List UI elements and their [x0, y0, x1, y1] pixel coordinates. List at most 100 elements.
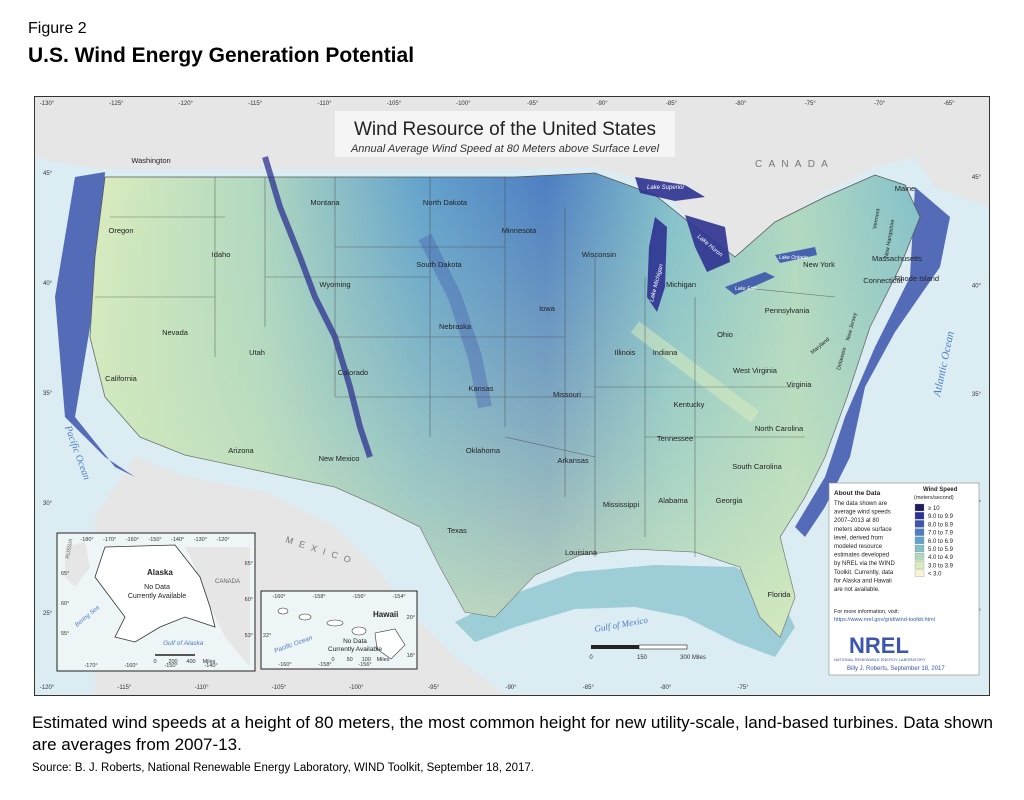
legend-label: 5.0 to 5.9 [928, 547, 954, 553]
alaska-scale-tick: 0 [153, 659, 156, 665]
state-label-virginia: Virginia [787, 380, 813, 389]
about-line: are not available. [834, 587, 880, 593]
figure-label: Figure 2 [28, 20, 87, 37]
legend-swatch [914, 553, 925, 561]
state-label-ohio: Ohio [717, 330, 733, 339]
state-label-maine: Maine [895, 184, 915, 193]
state-label-oregon: Oregon [108, 226, 133, 235]
about-line: meters above surface [834, 527, 892, 533]
alaska-tick: -130° [194, 537, 207, 543]
hawaii-right-ticks: 20° 18° [407, 615, 415, 659]
alaska-tick: 55° [61, 631, 69, 637]
lake-michigan [647, 217, 667, 312]
alaska-scale-labels: 0 200 400 Miles [153, 659, 215, 665]
hawaii-no-data-line1: No Data [343, 638, 367, 645]
state-label-florida: Florida [768, 590, 792, 599]
legend-label: ≥ 10 [928, 506, 940, 512]
state-label-south-carolina: South Carolina [732, 462, 782, 471]
alaska-tick: -140° [204, 663, 217, 669]
hawaii-tick: -156° [352, 594, 365, 600]
about-line: level, derived from [834, 535, 883, 541]
main-scale-bar: 0 150 300 Miles [589, 644, 706, 661]
hawaii-scale-labels: 0 50 100 Miles [331, 657, 389, 663]
state-label-mississippi: Mississippi [603, 500, 640, 509]
latitude-tick: 45° [43, 171, 53, 177]
alaska-canada-landmass [185, 547, 250, 667]
state-label-connecticut: Connecticut [863, 276, 904, 285]
hawaii-no-data-line2: Currently Available [328, 646, 382, 653]
state-label-north-carolina: North Carolina [755, 424, 804, 433]
canada-label: C A N A D A [755, 159, 830, 170]
hawaii-tick: 20° [407, 615, 415, 621]
state-label-nevada: Nevada [162, 328, 189, 337]
wind-toolkit-link[interactable]: https://www.nrel.gov/grid/wind-toolkit.h… [834, 617, 935, 623]
scale-bar-segment-2 [638, 644, 688, 650]
state-label-new-mexico: New Mexico [319, 454, 360, 463]
latitude-tick: 25° [43, 611, 53, 617]
about-line: 2007–2013 at 80 [834, 518, 880, 524]
about-panel-frame [828, 482, 980, 676]
lake-ontario-label: Lake Ontario [779, 255, 808, 261]
state-label-rhode-island: Rhode Island [895, 274, 939, 283]
longitude-tick: -120° [40, 685, 55, 691]
about-heading: About the Data [834, 490, 881, 497]
figure-source: Source: B. J. Roberts, National Renewabl… [32, 762, 534, 774]
main-scale-labels: 0 150 300 Miles [589, 655, 706, 661]
legend-label: < 3.0 [928, 572, 942, 578]
longitude-tick: -130° [40, 101, 55, 107]
hawaii-top-ticks: -160° -158° -156° -154° [272, 594, 405, 600]
alaska-top-ticks: -180° -170° -160° -150° -140° -130° -120° [80, 537, 229, 543]
longitude-tick: -90° [505, 685, 517, 691]
top-longitude-ticks: -130° -125° -120° -115° -110° -105° -100° -95° -… [40, 101, 955, 107]
oahu-island [298, 613, 312, 621]
state-label-illinois: Illinois [615, 348, 636, 357]
hawaii-inset: Hawaii No Data Currently Available Pacif… [260, 590, 418, 670]
longitude-tick: -80° [735, 101, 747, 107]
hawaii-tick: 18° [407, 653, 415, 659]
hawaii-tick: -158° [318, 662, 331, 668]
state-label-new-york: New York [803, 260, 835, 269]
lake-huron [685, 215, 730, 272]
legend-swatch [914, 536, 925, 544]
alaska-canada-label: CANADA [215, 579, 240, 585]
alaska-tick: -120° [216, 537, 229, 543]
longitude-tick: -105° [272, 685, 287, 691]
longitude-tick: -100° [349, 685, 364, 691]
lake-erie [725, 272, 775, 295]
longitude-tick: -95° [527, 101, 539, 107]
longitude-tick: -65° [943, 101, 955, 107]
latitude-tick: 30° [43, 501, 53, 507]
nrel-logo: NREL [849, 633, 909, 658]
latitude-tick: 35° [972, 392, 982, 398]
great-plains-high-wind [418, 233, 492, 409]
hawaii-tick: -156° [358, 662, 371, 668]
legend-title-line1: Wind Speed [923, 487, 958, 493]
hawaii-tick: -160° [278, 662, 291, 668]
alaska-right-ticks: 65° 60° 53° [245, 561, 253, 639]
hawaii-left-ticks: 22° [263, 633, 271, 639]
about-text: The data shown are average wind speeds 200… [834, 501, 895, 593]
state-label-minnesota: Minnesota [502, 226, 537, 235]
map-subtitle: Annual Average Wind Speed at 80 Meters a… [350, 143, 660, 155]
figure-caption: Estimated wind speeds at a height of 80 … [32, 713, 993, 754]
state-label-north-dakota: North Dakota [423, 198, 468, 207]
bottom-longitude-ticks: -120° -115° -110° -105° -100° -95° -90° -85° -80… [40, 685, 749, 691]
state-label-wisconsin: Wisconsin [582, 250, 616, 259]
alaska-inset: Alaska No Data Currently Available RUSSI… [56, 532, 256, 672]
lake-ontario [775, 247, 817, 263]
longitude-tick: -105° [387, 101, 402, 107]
state-label-kansas: Kansas [468, 384, 493, 393]
figure-title: U.S. Wind Energy Generation Potential [28, 44, 415, 67]
alaska-tick: -140° [171, 537, 184, 543]
map-canvas: -130° -125° -120° -115° -110° -105° -100° -95° -… [35, 97, 989, 695]
hawaii-tick: -160° [272, 594, 285, 600]
longitude-tick: -85° [666, 101, 678, 107]
state-borders [95, 177, 836, 557]
legend-title-line2: (meters/second) [914, 495, 954, 501]
legend-swatch [914, 569, 925, 577]
about-line: by NREL via the WIND [834, 561, 895, 567]
state-label-indiana: Indiana [653, 348, 678, 357]
state-label-utah: Utah [249, 348, 265, 357]
longitude-tick: -100° [456, 101, 471, 107]
alaska-scale-tick: Miles [203, 659, 216, 665]
